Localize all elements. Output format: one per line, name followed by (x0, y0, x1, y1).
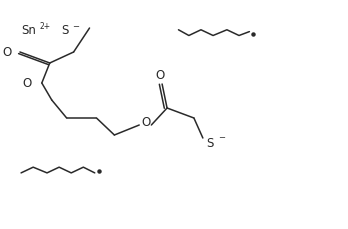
Text: O: O (156, 69, 165, 82)
Text: Sn: Sn (21, 25, 36, 37)
Text: −: − (218, 134, 225, 142)
Text: S: S (61, 25, 68, 37)
Text: −: − (72, 22, 79, 31)
Text: O: O (23, 76, 32, 90)
Text: 2+: 2+ (39, 22, 50, 31)
Text: S: S (206, 136, 214, 150)
Text: O: O (2, 46, 11, 58)
Text: O: O (142, 116, 151, 129)
